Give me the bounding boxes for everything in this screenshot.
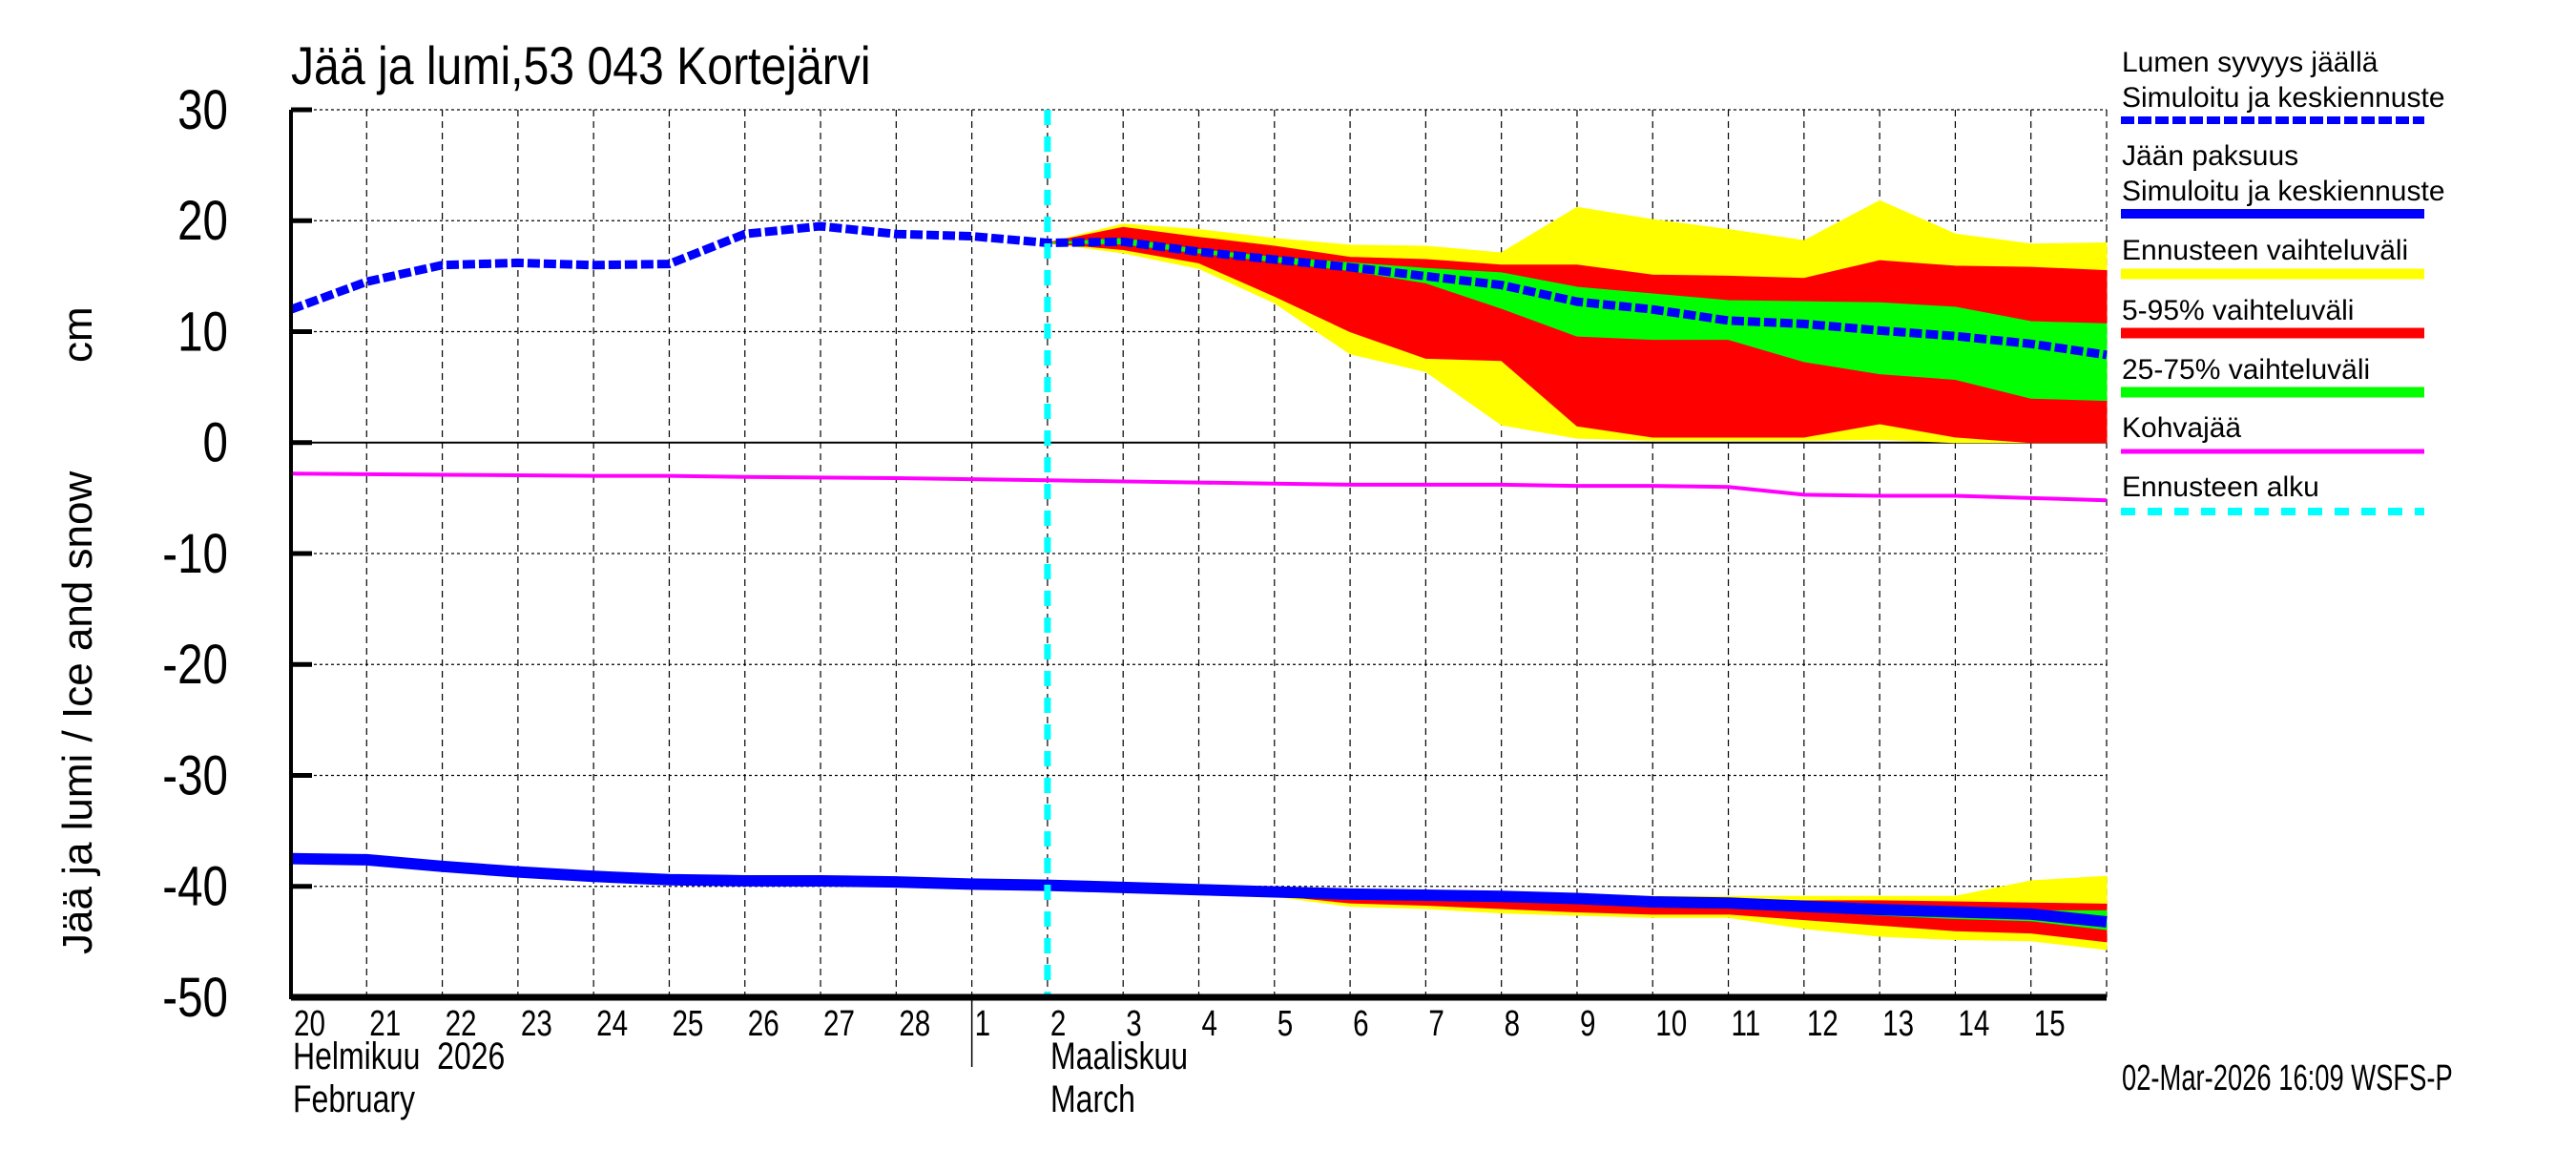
legend-label: Simuloitu ja keskiennuste [2122,176,2445,207]
legend-item-snow: Lumen syvyys jäällä Simuloitu ja keskien… [2121,47,2445,124]
legend-label: 25-75% vaihteluväli [2122,354,2370,386]
axes [289,107,2107,1067]
x-tick-label: 8 [1505,1004,1520,1044]
legend-item-p25-75: 25-75% vaihteluväli [2121,354,2424,398]
y-tick-label: -20 [162,635,228,697]
x-tick-label: 11 [1732,1004,1761,1044]
x-tick-label: 7 [1428,1004,1444,1044]
month-labels: Helmikuu 2026 February Maaliskuu March [293,1035,1188,1120]
y-tick-label: 10 [177,302,228,364]
legend-item-ice: Jään paksuus Simuloitu ja keskiennuste [2121,140,2445,219]
legend-item-slush: Kohvajää [2121,412,2424,454]
x-tick-label: 22 [446,1004,477,1044]
y-tick-label: -50 [162,968,228,1030]
x-tick-label: 4 [1201,1004,1216,1044]
x-tick-label: 28 [899,1004,930,1044]
x-tick-label: 10 [1655,1004,1687,1044]
y-axis-label: Jää ja lumi / Ice and snow cm [54,306,101,954]
y-tick-label: -30 [162,745,228,807]
x-tick-label: 25 [672,1004,703,1044]
x-tick-label: 13 [1882,1004,1914,1044]
snow-band-p25-75 [1047,238,2108,402]
y-tick-label: 0 [203,412,228,474]
x-tick-label: 20 [294,1004,325,1044]
x-tick-label: 15 [2034,1004,2066,1044]
y-tick-label: 20 [177,191,228,253]
legend: Lumen syvyys jäällä Simuloitu ja keskien… [2121,47,2445,515]
y-tick-label: -10 [162,524,228,586]
slush-ice-line [290,471,2108,503]
month-label-en-february: February [293,1077,416,1120]
legend-label: Jään paksuus [2122,140,2298,172]
legend-label: Kohvajää [2122,412,2241,444]
legend-label: Lumen syvyys jäällä [2122,47,2379,78]
x-tick-label: 5 [1278,1004,1293,1044]
y-axis-unit: cm [54,306,101,363]
y-tick-labels: 30 20 10 0 -10 -20 -30 -40 -50 [162,80,228,1030]
month-label-fi-march: Maaliskuu [1050,1035,1188,1077]
x-tick-labels: 20 21 22 23 24 25 26 27 28 1 2 3 4 5 6 7 8 9 10 11 12 13 14 15 [294,1004,2066,1044]
x-tick-label: 2 [1050,1004,1066,1044]
legend-label: Simuloitu ja keskiennuste [2122,82,2445,114]
legend-label: Ennusteen alku [2122,471,2319,503]
legend-item-forecast-start: Ennusteen alku [2121,471,2424,515]
snow-depth-line [289,221,2108,360]
x-tick-label: 1 [975,1004,990,1044]
x-tick-label: 9 [1580,1004,1595,1044]
x-tick-label: 6 [1353,1004,1368,1044]
y-tick-label: -40 [162,856,228,918]
x-tick-label: 26 [748,1004,779,1044]
legend-label: Ennusteen vaihteluväli [2122,235,2408,266]
legend-item-minmax: Ennusteen vaihteluväli [2121,235,2424,280]
x-tick-label: 24 [596,1004,628,1044]
x-tick-label: 12 [1807,1004,1839,1044]
x-tick-label: 14 [1958,1004,1989,1044]
month-label-fi-february: Helmikuu 2026 [293,1035,505,1077]
legend-item-p5-95: 5-95% vaihteluväli [2121,295,2424,339]
chart-title: Jää ja lumi,53 043 Kortejärvi [291,37,871,96]
ice-thickness-line [290,852,2108,928]
x-tick-label: 23 [521,1004,552,1044]
y-axis-title: Jää ja lumi / Ice and snow [54,471,101,954]
x-tick-label: 21 [369,1004,401,1044]
x-tick-label: 27 [823,1004,855,1044]
footer-timestamp: 02-Mar-2026 16:09 WSFS-P [2122,1058,2453,1098]
x-tick-label: 3 [1126,1004,1141,1044]
series-lines [289,110,2108,997]
month-label-en-march: March [1050,1077,1135,1120]
legend-label: 5-95% vaihteluväli [2122,295,2354,326]
y-tick-label: 30 [177,80,228,142]
